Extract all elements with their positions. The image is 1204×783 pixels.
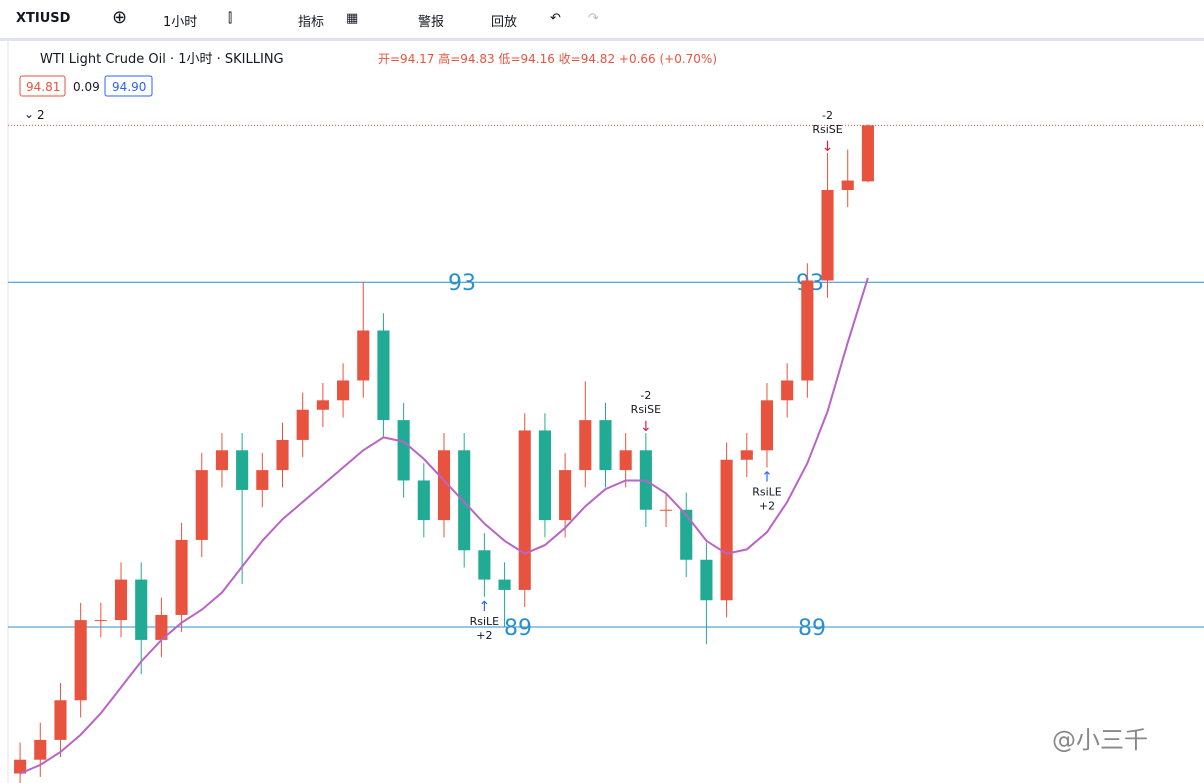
collapse-legend[interactable]: ⌄ — [24, 107, 34, 121]
candle-body — [397, 420, 410, 481]
candle-body — [114, 579, 128, 621]
interval[interactable]: 1小时 — [163, 15, 198, 30]
signal-arrow: ↑ — [761, 470, 773, 486]
candle-body — [337, 380, 350, 401]
spread: 0.09 — [73, 80, 100, 94]
signal-label: RsiLE — [470, 615, 500, 628]
undo[interactable]: ↶ — [550, 11, 561, 26]
signal-qty: -2 — [822, 109, 833, 122]
candle-body — [700, 559, 713, 601]
level-label: 93 — [448, 271, 476, 296]
candle-body — [680, 509, 693, 560]
toolbar: XTIUSD ⊕ 1小时 ⫿ 指标 ▦ 警报 回放 ↶ ↷ — [0, 0, 1204, 41]
candle-body — [538, 430, 551, 521]
legend-title: WTI Light Crude Oil · 1小时 · SKILLING — [40, 52, 284, 67]
candle-body — [357, 330, 370, 381]
ask-box[interactable] — [104, 75, 153, 97]
candle-body — [296, 409, 309, 440]
symbol[interactable]: XTIUSD — [16, 11, 71, 26]
signal-label: RsiSE — [812, 123, 842, 136]
signal-qty: +2 — [476, 629, 492, 642]
candle-body — [276, 439, 289, 471]
candle-body — [821, 189, 834, 281]
candle-body — [417, 480, 430, 521]
candle-body — [437, 450, 451, 521]
candle-body — [498, 579, 511, 590]
signal-arrow: ↑ — [479, 599, 491, 615]
candle-body — [579, 420, 592, 471]
signal-label: RsiLE — [752, 486, 782, 499]
signal-arrow: ↓ — [822, 139, 834, 155]
candle-body — [559, 470, 572, 521]
add-symbol[interactable]: ⊕ — [112, 7, 128, 28]
candle-body — [861, 125, 874, 182]
candle-body — [34, 739, 47, 760]
candle-body — [458, 450, 471, 551]
signal-label: RsiSE — [631, 403, 661, 416]
moving-average — [19, 277, 869, 775]
chart-type[interactable]: ⫿ — [228, 11, 233, 26]
candle-body — [195, 470, 208, 540]
indicators[interactable]: 指标 — [298, 15, 325, 30]
signal-qty: +2 — [759, 500, 775, 513]
bid-box[interactable] — [19, 75, 66, 97]
candle-body — [478, 550, 491, 580]
candle-body — [740, 450, 753, 460]
watermark: @小三千 — [1052, 726, 1148, 754]
level-label: 89 — [504, 616, 532, 641]
candle-body — [518, 430, 531, 590]
candle-body — [135, 579, 148, 640]
candle-body — [175, 539, 188, 615]
candle-body — [659, 509, 673, 511]
candle-body — [94, 620, 107, 622]
candle-body — [760, 400, 774, 451]
redo[interactable]: ↷ — [588, 11, 599, 26]
candle-body — [14, 759, 27, 774]
candle-body — [720, 459, 733, 601]
candle-body — [54, 700, 67, 740]
legend-ohlc: 开=94.17 高=94.83 低=94.16 收=94.82 +0.66 (+… — [378, 51, 717, 66]
collapse-count[interactable]: 2 — [37, 108, 45, 122]
ask: 94.90 — [112, 80, 146, 94]
candle-body — [236, 450, 249, 490]
candle-body — [781, 380, 794, 401]
bid: 94.81 — [26, 80, 60, 94]
candle-body — [155, 614, 168, 640]
candle-body — [215, 450, 229, 471]
candle-body — [841, 180, 854, 190]
alert[interactable]: 警报 — [418, 15, 445, 30]
candle-body — [801, 280, 814, 381]
candle-body — [256, 470, 269, 490]
candle-body — [619, 450, 632, 471]
layouts[interactable]: ▦ — [346, 11, 359, 26]
candle-body — [377, 330, 390, 421]
signal-qty: -2 — [640, 389, 651, 402]
replay[interactable]: 回放 — [491, 15, 518, 30]
signal-arrow: ↓ — [640, 419, 652, 435]
candle-body — [316, 400, 329, 410]
level-label: 89 — [798, 616, 826, 641]
candle-body — [74, 620, 87, 701]
candle-body — [599, 420, 612, 471]
